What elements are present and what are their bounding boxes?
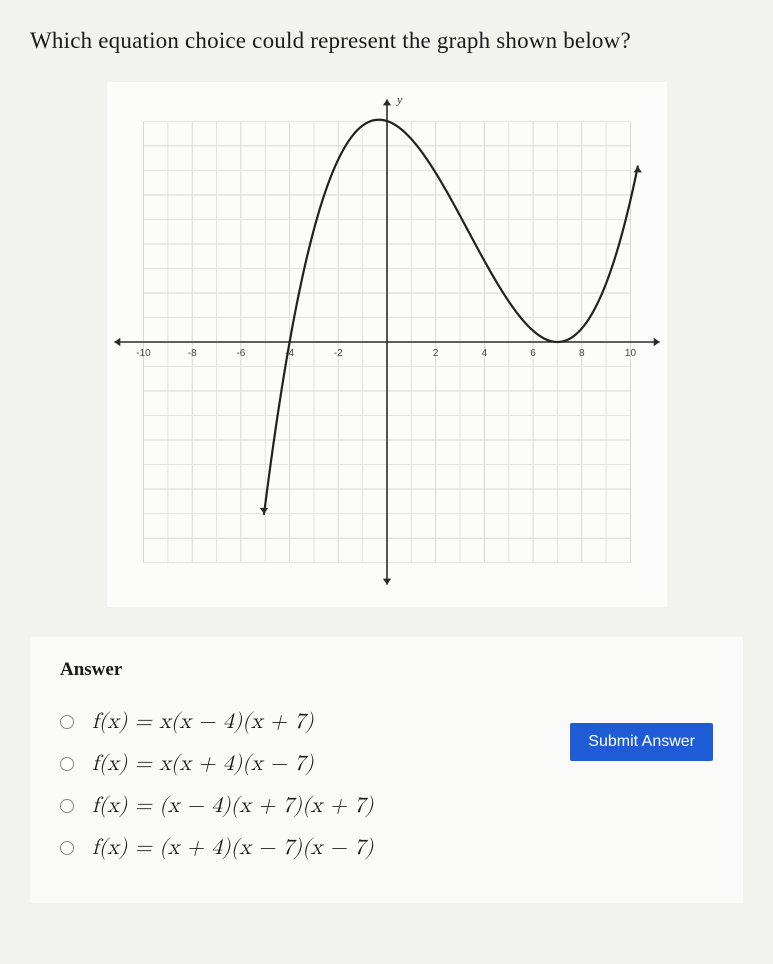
radio-icon[interactable] <box>60 715 74 729</box>
choice-row[interactable]: f(x) = (x + 4)(x − 7)(x − 7) <box>60 835 713 861</box>
answer-section: Answer f(x) = x(x − 4)(x + 7) f(x) = x(x… <box>30 637 743 903</box>
svg-text:-2: -2 <box>333 348 342 359</box>
choice-label: f(x) = x(x − 4)(x + 7) <box>92 709 314 735</box>
svg-text:2: 2 <box>432 348 438 359</box>
radio-icon[interactable] <box>60 799 74 813</box>
choice-label: f(x) = (x − 4)(x + 7)(x + 7) <box>92 793 374 819</box>
svg-text:10: 10 <box>624 348 636 359</box>
choice-label: f(x) = (x + 4)(x − 7)(x − 7) <box>92 835 374 861</box>
submit-answer-button[interactable]: Submit Answer <box>570 723 713 761</box>
svg-text:-6: -6 <box>236 348 245 359</box>
svg-text:-10: -10 <box>136 348 151 359</box>
graph-container: -10-8-6-4-2246810yx <box>107 82 667 607</box>
radio-icon[interactable] <box>60 841 74 855</box>
polynomial-graph: -10-8-6-4-2246810yx <box>107 92 667 592</box>
svg-text:6: 6 <box>530 348 536 359</box>
svg-text:-8: -8 <box>187 348 196 359</box>
answer-heading: Answer <box>60 659 713 681</box>
svg-text:8: 8 <box>579 348 585 359</box>
svg-text:y: y <box>396 92 403 106</box>
svg-text:4: 4 <box>481 348 487 359</box>
choice-label: f(x) = x(x + 4)(x − 7) <box>92 751 314 777</box>
choice-row[interactable]: f(x) = (x − 4)(x + 7)(x + 7) <box>60 793 713 819</box>
question-text: Which equation choice could represent th… <box>30 28 743 54</box>
radio-icon[interactable] <box>60 757 74 771</box>
